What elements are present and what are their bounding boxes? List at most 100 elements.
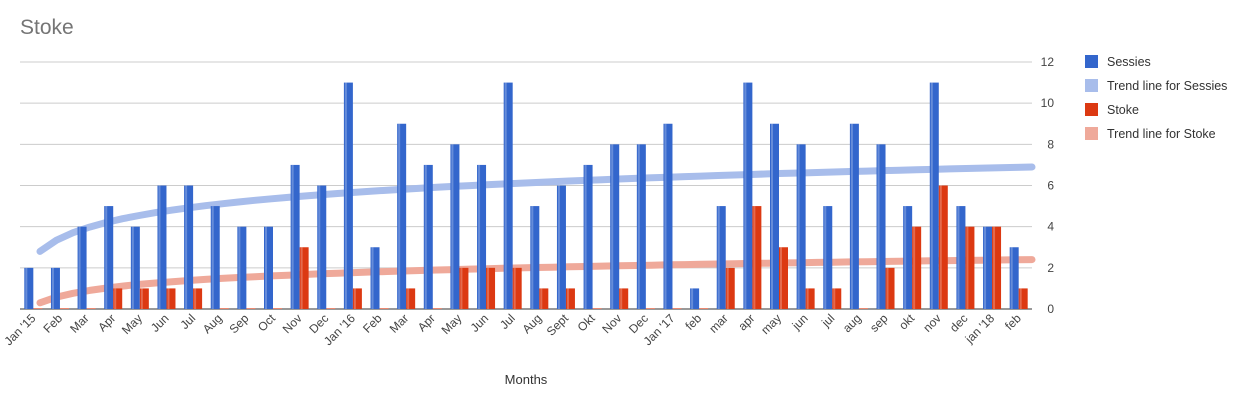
bar-stoke[interactable] — [193, 288, 203, 309]
bar-stoke[interactable] — [273, 308, 282, 309]
bar-sessies[interactable] — [663, 123, 673, 309]
bar-stoke[interactable] — [512, 267, 522, 309]
bar-stoke[interactable] — [805, 288, 815, 309]
bar-highlight — [194, 288, 197, 309]
bar-stoke[interactable] — [432, 308, 442, 309]
bar-sessies[interactable] — [264, 226, 273, 309]
bar-sessies[interactable] — [397, 123, 407, 309]
bar-stoke[interactable] — [139, 288, 149, 309]
x-tick-label: Nov — [280, 311, 305, 336]
bar-stoke[interactable] — [725, 267, 735, 309]
bar-highlight — [25, 267, 28, 309]
bar-highlight — [780, 247, 782, 309]
bar-sessies[interactable] — [849, 123, 859, 309]
bar-stoke[interactable] — [539, 288, 549, 309]
bar-highlight — [167, 288, 170, 309]
bar-highlight — [460, 267, 463, 309]
bar-stoke[interactable] — [166, 288, 176, 309]
bar-sessies[interactable] — [716, 206, 726, 309]
bar-sessies[interactable] — [450, 144, 460, 309]
bar-stoke[interactable] — [59, 308, 69, 309]
bar-sessies[interactable] — [477, 164, 487, 309]
bar-sessies[interactable] — [743, 82, 753, 309]
bar-highlight — [238, 226, 241, 309]
bar-stoke[interactable] — [459, 267, 469, 309]
bar-stoke[interactable] — [752, 206, 762, 309]
bar-highlight — [78, 226, 81, 309]
bar-highlight — [487, 267, 490, 309]
bar-stoke[interactable] — [858, 308, 868, 309]
bar-highlight — [344, 82, 347, 309]
bar-sessies[interactable] — [610, 144, 620, 309]
bar-sessies[interactable] — [290, 164, 300, 309]
bar-stoke[interactable] — [965, 226, 975, 309]
bar-stoke[interactable] — [86, 308, 96, 309]
bar-stoke[interactable] — [379, 308, 389, 309]
bar-sessies[interactable] — [184, 185, 194, 310]
bar-stoke[interactable] — [113, 288, 123, 309]
bar-highlight — [877, 144, 880, 309]
bar-highlight — [584, 164, 587, 309]
bar-stoke[interactable] — [486, 267, 496, 309]
bar-sessies[interactable] — [50, 267, 60, 309]
bar-stoke[interactable] — [645, 308, 655, 309]
bar-sessies[interactable] — [104, 206, 114, 309]
bar-sessies[interactable] — [823, 206, 833, 309]
bar-sessies[interactable] — [343, 82, 353, 309]
bar-stoke[interactable] — [352, 288, 362, 309]
bar-sessies[interactable] — [157, 185, 167, 310]
bar-sessies[interactable] — [130, 226, 140, 309]
bar-stoke[interactable] — [672, 308, 682, 309]
bars — [24, 82, 1028, 310]
bar-stoke[interactable] — [33, 308, 43, 309]
bar-sessies[interactable] — [503, 82, 513, 309]
bar-highlight — [939, 185, 942, 309]
bar-stoke[interactable] — [832, 288, 842, 309]
bar-stoke[interactable] — [246, 308, 256, 309]
bar-stoke[interactable] — [406, 288, 416, 309]
bar-sessies[interactable] — [770, 123, 779, 309]
bar-highlight — [114, 288, 117, 309]
bar-stoke[interactable] — [219, 308, 229, 309]
bar-stoke[interactable] — [938, 185, 948, 310]
bar-stoke[interactable] — [619, 288, 629, 309]
bar-stoke[interactable] — [326, 308, 336, 309]
bar-stoke[interactable] — [699, 308, 709, 309]
bar-sessies[interactable] — [77, 226, 87, 309]
bar-sessies[interactable] — [956, 206, 966, 309]
x-tick-label: jun — [789, 311, 811, 333]
bar-sessies[interactable] — [876, 144, 886, 309]
bar-sessies[interactable] — [210, 206, 220, 309]
bar-sessies[interactable] — [556, 185, 566, 310]
bar-sessies[interactable] — [796, 144, 806, 309]
bar-sessies[interactable] — [317, 185, 327, 310]
y-tick-label: 6 — [1047, 179, 1054, 193]
bar-sessies[interactable] — [929, 82, 939, 309]
bar-stoke[interactable] — [299, 247, 309, 309]
bar-sessies[interactable] — [530, 206, 540, 309]
bar-stoke[interactable] — [592, 308, 602, 309]
bar-highlight — [211, 206, 214, 309]
bar-stoke[interactable] — [779, 247, 788, 309]
bar-sessies[interactable] — [1009, 247, 1019, 309]
bar-sessies[interactable] — [370, 247, 380, 309]
bar-sessies[interactable] — [423, 164, 433, 309]
bar-sessies[interactable] — [903, 206, 913, 309]
bar-sessies[interactable] — [583, 164, 593, 309]
bar-sessies[interactable] — [983, 226, 993, 309]
bar-stoke[interactable] — [565, 288, 575, 309]
bar-sessies[interactable] — [237, 226, 247, 309]
bar-stoke[interactable] — [992, 226, 1002, 309]
bar-stoke[interactable] — [912, 226, 922, 309]
legend-label: Stoke — [1107, 103, 1139, 117]
bar-sessies[interactable] — [690, 288, 700, 309]
bar-sessies[interactable] — [636, 144, 646, 309]
bar-stoke[interactable] — [1018, 288, 1028, 309]
bar-highlight — [904, 206, 907, 309]
x-tick-label: may — [758, 311, 784, 337]
x-tick-label: Apr — [95, 311, 118, 334]
bar-stoke[interactable] — [885, 267, 895, 309]
x-tick-label: May — [119, 311, 145, 337]
bar-highlight — [398, 123, 401, 309]
bar-sessies[interactable] — [24, 267, 34, 309]
